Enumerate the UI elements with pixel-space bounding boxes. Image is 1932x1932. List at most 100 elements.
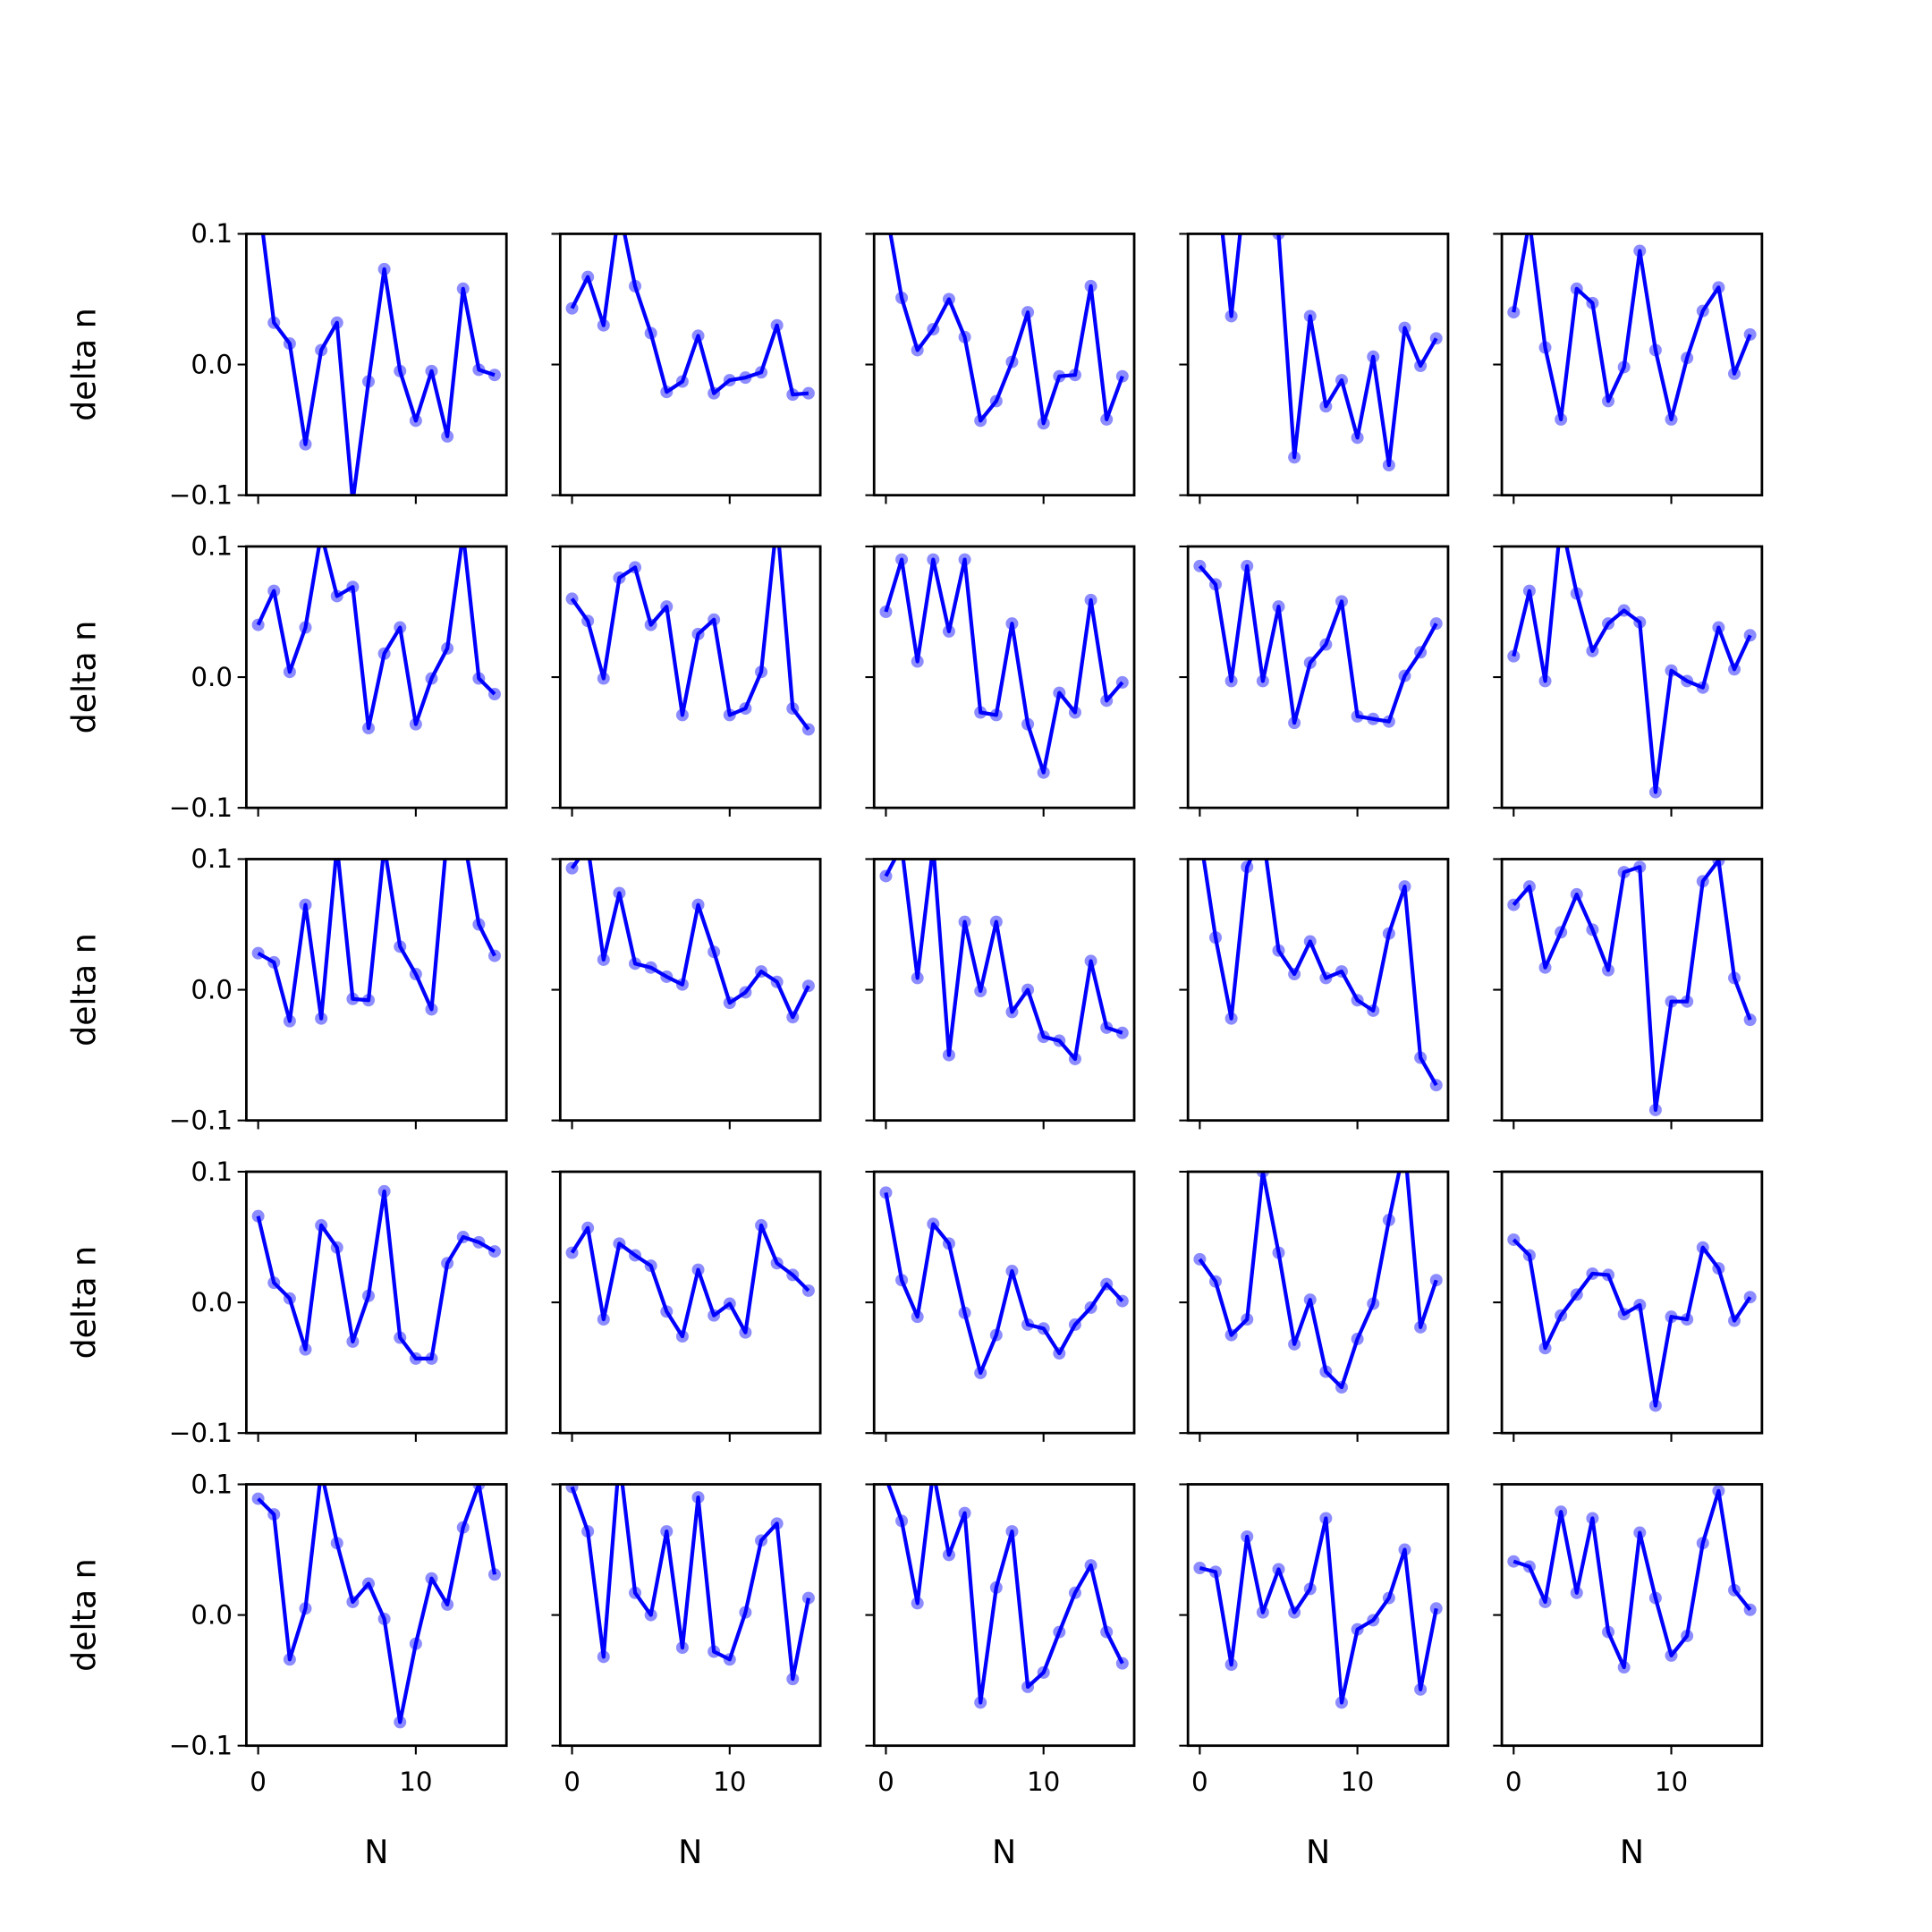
data-point	[958, 330, 971, 343]
data-point	[1743, 1603, 1757, 1616]
data-point	[1570, 887, 1583, 901]
data-point	[1288, 716, 1301, 730]
data-point	[1429, 1079, 1443, 1092]
subplot: 0 10 N	[865, 1465, 1136, 1871]
data-point	[755, 665, 768, 679]
data-point	[1681, 352, 1694, 365]
data-point	[1398, 669, 1411, 682]
data-point	[942, 292, 955, 306]
data-point	[1743, 327, 1757, 341]
data-line	[257, 1484, 497, 1724]
data-point	[1555, 1309, 1568, 1322]
data-point	[1648, 1103, 1662, 1116]
subplot	[865, 233, 1136, 504]
plot-area	[251, 546, 501, 735]
data-point	[456, 1521, 470, 1534]
plot-area	[1193, 1512, 1443, 1709]
data-line	[884, 859, 1123, 1062]
subplot	[551, 201, 822, 504]
data-point	[1053, 369, 1066, 383]
x-tick-label: 10	[1027, 1767, 1060, 1797]
data-point	[1414, 1682, 1428, 1696]
data-point	[299, 437, 312, 451]
data-point	[1053, 1347, 1066, 1360]
data-point	[1068, 1318, 1081, 1331]
subplot: 0 10 N	[551, 1483, 822, 1871]
data-point	[1272, 944, 1285, 957]
data-point	[409, 717, 422, 731]
data-point	[1522, 1249, 1536, 1262]
data-point	[1665, 1648, 1678, 1662]
data-point	[1665, 664, 1678, 677]
data-point	[1193, 1562, 1207, 1574]
data-point	[675, 708, 689, 722]
data-point	[1303, 1582, 1317, 1596]
data-point	[362, 1577, 375, 1590]
data-point	[1319, 1512, 1333, 1525]
data-point	[1193, 97, 1206, 109]
data-point	[1303, 1293, 1317, 1307]
y-tick-label: 0.1	[191, 843, 233, 874]
data-point	[1617, 604, 1631, 617]
data-point	[942, 624, 955, 638]
data-point	[675, 375, 689, 388]
data-point	[942, 1048, 955, 1062]
data-point	[1507, 1555, 1521, 1568]
y-tick-label: 0.1	[191, 1157, 233, 1187]
data-point	[1005, 1265, 1019, 1278]
data-point	[739, 702, 752, 716]
data-point	[330, 1537, 343, 1550]
data-point	[1100, 1277, 1114, 1291]
data-point	[1351, 431, 1364, 445]
y-axis-label: delta n	[64, 933, 103, 1046]
data-point	[267, 1276, 281, 1290]
data-point	[942, 1237, 955, 1250]
data-point	[409, 1352, 422, 1365]
data-point	[315, 343, 328, 357]
data-point	[613, 201, 625, 214]
x-axis-label: N	[678, 1833, 702, 1871]
data-point	[958, 1306, 971, 1319]
data-point	[958, 1506, 971, 1520]
x-axis-label: N	[364, 1833, 388, 1871]
data-line	[886, 1484, 1124, 1705]
data-point	[1272, 233, 1285, 241]
data-point	[1696, 875, 1709, 888]
data-point	[974, 706, 987, 719]
plot-area	[565, 1218, 815, 1343]
data-line	[884, 1191, 1124, 1376]
axes-frame	[872, 233, 1136, 497]
data-point	[425, 672, 438, 685]
subplot: 0 10 N	[1493, 1483, 1764, 1871]
data-point	[1303, 656, 1317, 669]
axes-frame	[1186, 1170, 1450, 1435]
data-point	[691, 1491, 705, 1504]
y-tick-label: −0.1	[169, 479, 233, 510]
data-point	[565, 861, 579, 875]
data-point	[1209, 931, 1222, 945]
plot-area	[1201, 859, 1443, 1092]
subplot	[865, 1170, 1136, 1442]
data-point	[1398, 321, 1411, 335]
plot-area	[888, 233, 1129, 430]
data-point	[1256, 1171, 1269, 1178]
plot-area	[565, 201, 815, 402]
data-point	[394, 940, 407, 953]
data-point	[1681, 1629, 1694, 1642]
data-point	[1602, 394, 1615, 408]
data-point	[456, 282, 470, 295]
data-point	[801, 723, 815, 736]
data-point	[1084, 1559, 1097, 1572]
data-point	[927, 1465, 939, 1478]
subplot	[1179, 97, 1450, 504]
data-point	[1712, 281, 1725, 294]
data-point	[660, 1525, 674, 1538]
data-point	[1367, 1297, 1380, 1310]
data-point	[1414, 360, 1428, 372]
plot-area	[260, 233, 501, 496]
data-point	[1021, 1318, 1035, 1331]
data-point	[927, 840, 939, 852]
data-point	[895, 1274, 909, 1287]
data-point	[1084, 593, 1097, 606]
